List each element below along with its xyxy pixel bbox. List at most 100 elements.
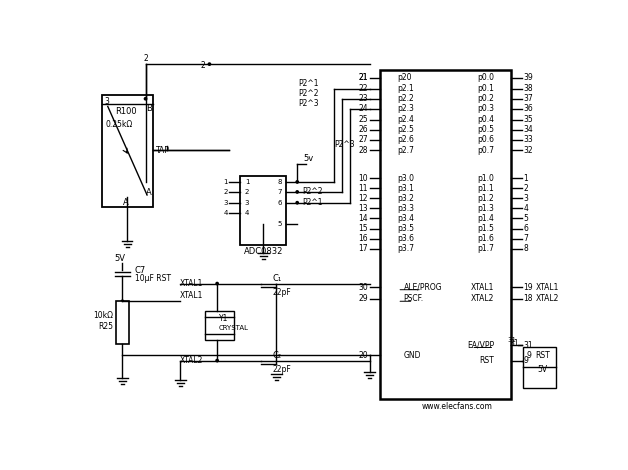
- Text: 3: 3: [245, 200, 249, 206]
- Text: XTAL1: XTAL1: [180, 290, 203, 299]
- Text: p1.6: p1.6: [477, 235, 494, 243]
- Text: 3: 3: [524, 194, 529, 203]
- Text: 1: 1: [245, 179, 249, 185]
- Text: 5: 5: [524, 213, 529, 223]
- Text: 3: 3: [105, 96, 109, 106]
- Text: p0.3: p0.3: [477, 104, 494, 113]
- Text: 6: 6: [278, 200, 282, 206]
- Text: p3.2: p3.2: [398, 194, 414, 203]
- Text: 24: 24: [359, 104, 368, 113]
- Text: 32: 32: [524, 146, 533, 155]
- Text: 25: 25: [359, 115, 368, 124]
- Text: P2^1: P2^1: [298, 79, 319, 88]
- Text: p1.5: p1.5: [477, 224, 494, 234]
- Text: 39: 39: [524, 73, 533, 82]
- Text: www.elecfans.com: www.elecfans.com: [422, 402, 493, 411]
- Text: 10kΩ: 10kΩ: [93, 312, 113, 321]
- Text: 10: 10: [359, 173, 368, 182]
- Text: p2.3: p2.3: [398, 104, 414, 113]
- Text: p2.5: p2.5: [398, 125, 414, 134]
- Circle shape: [144, 98, 147, 100]
- Bar: [102, 95, 153, 206]
- Bar: [241, 176, 286, 245]
- Text: 8: 8: [524, 244, 528, 253]
- Text: 4: 4: [245, 211, 249, 217]
- Text: RST: RST: [480, 356, 494, 365]
- Text: GND: GND: [403, 351, 421, 360]
- Text: p1.0: p1.0: [477, 173, 494, 182]
- Circle shape: [296, 181, 298, 183]
- Text: 20: 20: [359, 351, 368, 360]
- Text: 5v: 5v: [303, 154, 313, 163]
- Text: 36: 36: [524, 104, 533, 113]
- Text: 14: 14: [359, 213, 368, 223]
- Text: XTAL1: XTAL1: [180, 279, 203, 288]
- Text: R25: R25: [98, 322, 113, 331]
- Text: RST: RST: [535, 351, 550, 360]
- Text: 19: 19: [524, 283, 533, 292]
- Circle shape: [121, 300, 124, 302]
- Text: p0.2: p0.2: [477, 94, 494, 103]
- Text: 1: 1: [524, 173, 528, 182]
- Circle shape: [216, 282, 219, 285]
- Text: 37: 37: [524, 94, 533, 103]
- Text: 13: 13: [359, 204, 368, 212]
- Text: PSCF.: PSCF.: [403, 294, 424, 304]
- Text: A: A: [122, 198, 128, 207]
- Text: 2: 2: [524, 184, 528, 193]
- Text: 4: 4: [224, 211, 228, 217]
- Text: p0.6: p0.6: [477, 135, 494, 144]
- Text: 18: 18: [524, 294, 533, 304]
- Text: P2^3: P2^3: [334, 141, 355, 149]
- Text: p0.0: p0.0: [477, 73, 494, 82]
- Text: ALE/PROG: ALE/PROG: [403, 283, 442, 292]
- Text: p3.4: p3.4: [398, 213, 414, 223]
- Text: p0.5: p0.5: [477, 125, 494, 134]
- Text: p0.1: p0.1: [477, 84, 494, 93]
- Text: p1.1: p1.1: [477, 184, 494, 193]
- Text: 22pF: 22pF: [273, 288, 291, 298]
- Text: p2.1: p2.1: [398, 84, 414, 93]
- Text: p2.7: p2.7: [398, 146, 414, 155]
- Text: 6: 6: [524, 224, 529, 234]
- Bar: [523, 347, 556, 387]
- Text: C₁: C₁: [273, 274, 282, 282]
- Text: P2^3: P2^3: [298, 99, 319, 108]
- Text: 21: 21: [359, 73, 368, 82]
- Text: 22pF: 22pF: [273, 365, 291, 374]
- Text: R100: R100: [116, 107, 137, 117]
- Text: p2.4: p2.4: [398, 115, 414, 124]
- Text: 16: 16: [359, 235, 368, 243]
- Text: p0.4: p0.4: [477, 115, 494, 124]
- Bar: [381, 70, 511, 399]
- Text: 4: 4: [524, 204, 529, 212]
- Text: 17: 17: [359, 244, 368, 253]
- Text: B: B: [146, 104, 151, 113]
- Text: 15: 15: [359, 224, 368, 234]
- Text: 34: 34: [524, 125, 533, 134]
- Text: 22: 22: [359, 84, 368, 93]
- Text: p3.6: p3.6: [398, 235, 414, 243]
- Text: 7: 7: [278, 189, 282, 195]
- Text: 5V: 5V: [538, 365, 548, 374]
- Text: XTAL1: XTAL1: [536, 283, 560, 292]
- Text: 27: 27: [359, 135, 368, 144]
- Text: C7: C7: [135, 266, 146, 275]
- Text: 21: 21: [359, 73, 368, 82]
- Text: XTAL2: XTAL2: [471, 294, 494, 304]
- Circle shape: [216, 360, 219, 362]
- Text: P2^1: P2^1: [302, 198, 322, 207]
- Text: p2.6: p2.6: [398, 135, 414, 144]
- Bar: [116, 301, 129, 344]
- Text: P2^2: P2^2: [302, 188, 322, 196]
- Text: XTAL2: XTAL2: [536, 294, 560, 304]
- Text: 11: 11: [359, 184, 368, 193]
- Text: p1.4: p1.4: [477, 213, 494, 223]
- Text: 7: 7: [524, 235, 529, 243]
- Text: Y1: Y1: [219, 313, 228, 323]
- Text: 0.25kΩ: 0.25kΩ: [106, 120, 133, 129]
- Text: p3.7: p3.7: [398, 244, 414, 253]
- Text: 23: 23: [359, 94, 368, 103]
- Text: 2: 2: [143, 54, 148, 63]
- Text: 3: 3: [224, 200, 228, 206]
